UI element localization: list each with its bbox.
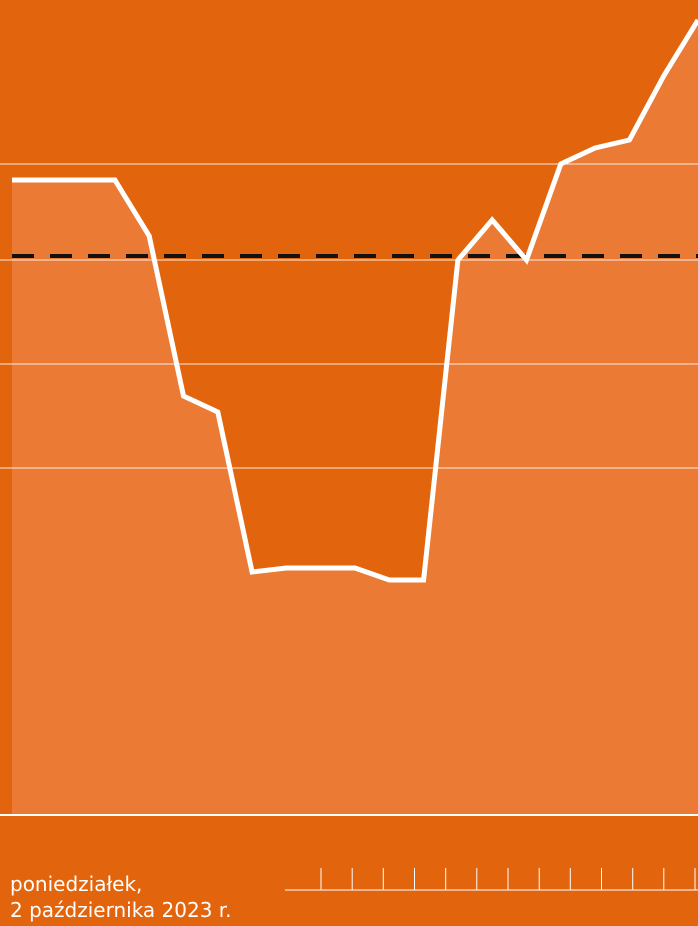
left-strip: [0, 165, 12, 815]
date-label-line1: poniedziałek,: [10, 872, 143, 896]
area-fill: [12, 20, 698, 815]
x-axis: [285, 868, 698, 891]
date-label-line2: 2 października 2023 r.: [10, 898, 232, 922]
x-ticks: [320, 868, 696, 890]
gridlines: [0, 163, 698, 469]
series-line: [12, 18, 698, 583]
